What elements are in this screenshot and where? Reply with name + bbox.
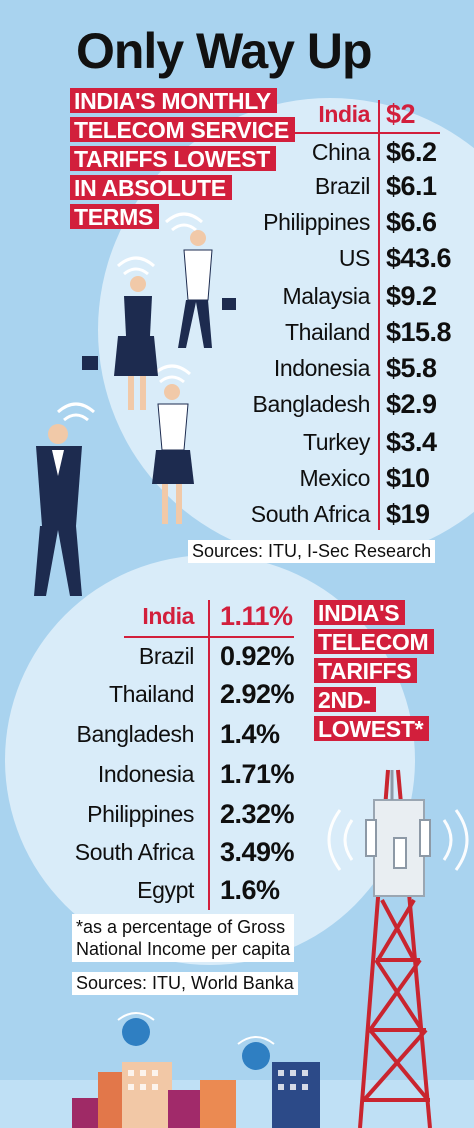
country-name: Bangladesh <box>76 720 195 747</box>
table-row: Indonesia 1.71% <box>0 758 295 790</box>
tariff-value: $6.1 <box>386 170 437 201</box>
table-row: Philippines 2.32% <box>0 798 294 830</box>
tariff-value: $3.4 <box>386 426 437 457</box>
gni-percent-value: 1.6% <box>220 874 280 905</box>
country-name: Thailand <box>108 680 194 707</box>
tariff-value: $19 <box>386 498 430 529</box>
table-row: South Africa 3.49% <box>0 836 295 868</box>
country-name: Brazil <box>138 642 195 669</box>
tariff-value: $10 <box>386 462 430 493</box>
gni-percent-value: 1.11% <box>220 600 293 631</box>
section2-label-line: TELECOM <box>314 629 435 654</box>
country-name: US <box>338 244 371 271</box>
table-row: Turkey $3.4 <box>180 426 437 458</box>
footnote-line: National Income per capita <box>76 939 291 959</box>
country-name: China <box>311 138 371 165</box>
table-row: Malaysia $9.2 <box>180 280 437 312</box>
column-divider <box>208 600 210 910</box>
table-row: Brazil $6.1 <box>180 170 437 202</box>
section2-label: INDIA'S TELECOM TARIFFS 2ND- LOWEST* <box>314 600 435 741</box>
table-row: Brazil 0.92% <box>0 640 295 672</box>
table-row: Indonesia $5.8 <box>180 352 437 384</box>
highlight-divider <box>290 132 440 134</box>
gni-percent-value: 1.4% <box>220 718 280 749</box>
table-row: Egypt 1.6% <box>0 874 280 906</box>
tariff-value: $2.9 <box>386 388 437 419</box>
gni-percent-value: 1.71% <box>220 758 295 789</box>
column-divider <box>378 100 380 530</box>
section1-source: Sources: ITU, I-Sec Research <box>188 540 436 563</box>
business-person-illustration <box>34 230 236 596</box>
country-name: Thailand <box>284 318 370 345</box>
ground-strip <box>0 1080 474 1128</box>
country-name: Turkey <box>302 428 370 455</box>
tower-signal-waves <box>327 809 469 871</box>
section2-label-line: LOWEST* <box>314 716 430 741</box>
gni-percent-value: 3.49% <box>220 836 295 867</box>
country-name: Mexico <box>299 464 371 491</box>
country-name: Philippines <box>263 208 370 235</box>
bottom-background-circle <box>5 555 415 965</box>
tariff-value: $5.8 <box>386 352 437 383</box>
footnote-line: *as a percentage of Gross <box>76 917 286 937</box>
table-row: US $43.6 <box>180 242 452 274</box>
table-row: Bangladesh 1.4% <box>0 718 281 750</box>
table-row: Thailand 2.92% <box>0 678 295 710</box>
country-name: Brazil <box>314 172 371 199</box>
gni-percent-value: 0.92% <box>220 640 295 671</box>
section1-label-line: IN ABSOLUTE <box>70 175 232 200</box>
country-name: Bangladesh <box>252 390 371 417</box>
tariff-value: $2 <box>386 98 416 129</box>
tariff-value: $43.6 <box>386 242 452 273</box>
country-name: India <box>142 602 194 629</box>
table-row: Bangladesh $2.9 <box>180 388 438 420</box>
wifi-signal-icon <box>57 212 203 422</box>
section1-label-line: TERMS <box>70 204 160 229</box>
tower-antenna-head <box>365 770 431 897</box>
country-name: South Africa <box>250 500 371 527</box>
section2-source: Sources: ITU, World Banka <box>72 972 298 995</box>
section1-label-line: TELECOM SERVICE <box>70 117 295 142</box>
table-row: India 1.11% <box>0 600 293 632</box>
gni-percent-value: 2.92% <box>220 678 295 709</box>
tariff-value: $9.2 <box>386 280 437 311</box>
country-name: Malaysia <box>282 282 370 309</box>
city-buildings-illustration <box>72 1012 320 1128</box>
page-title: Only Way Up <box>76 23 373 79</box>
section2-label-line: 2ND- <box>314 687 377 712</box>
section2-label-line: TARIFFS <box>314 658 418 683</box>
table-row: Philippines $6.6 <box>180 206 437 238</box>
country-name: Indonesia <box>97 760 195 787</box>
section1-label-line: TARIFFS LOWEST <box>70 146 276 171</box>
tariff-value: $15.8 <box>386 316 452 347</box>
tariff-value: $6.6 <box>386 206 437 237</box>
section2-label-line: INDIA'S <box>314 600 406 625</box>
table-row: China $6.2 <box>180 136 437 168</box>
section1-label: INDIA'S MONTHLY TELECOM SERVICE TARIFFS … <box>70 88 295 229</box>
table-row: South Africa $19 <box>180 498 430 530</box>
country-name: Philippines <box>87 800 194 827</box>
country-name: Egypt <box>137 876 194 903</box>
table-row: India $2 <box>180 98 415 130</box>
gni-percent-value: 2.32% <box>220 798 295 829</box>
country-name: India <box>318 100 370 127</box>
country-name: Indonesia <box>273 354 371 381</box>
footnote: *as a percentage of Gross National Incom… <box>72 914 295 962</box>
tariff-value: $6.2 <box>386 136 437 167</box>
country-name: South Africa <box>74 838 195 865</box>
table-row: Mexico $10 <box>180 462 431 494</box>
table-row: Thailand $15.8 <box>180 316 452 348</box>
section1-label-line: INDIA'S MONTHLY <box>70 88 277 113</box>
